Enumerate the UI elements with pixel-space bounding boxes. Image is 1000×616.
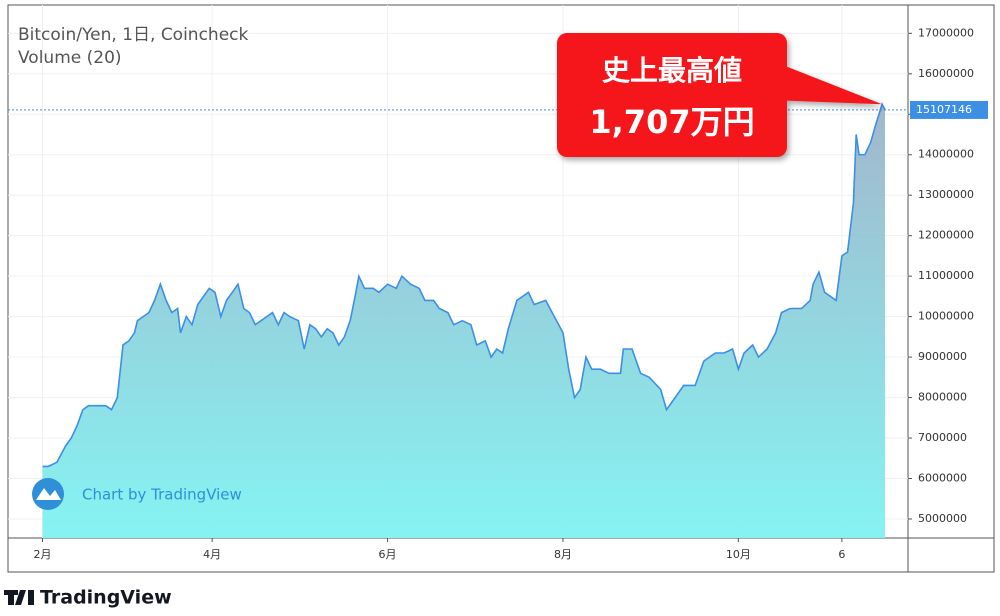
y-tick-label: 13000000 bbox=[918, 188, 974, 201]
y-tick-label: 7000000 bbox=[918, 431, 967, 444]
x-tick-label: 10月 bbox=[726, 548, 751, 561]
annotation-text: 1,707万円 bbox=[589, 103, 754, 141]
brand-text: TradingView bbox=[40, 587, 172, 609]
y-tick-label: 5000000 bbox=[918, 512, 967, 525]
annotation-box bbox=[557, 33, 787, 157]
watermark-icon-glyph bbox=[36, 488, 61, 500]
y-tick-label: 10000000 bbox=[918, 310, 974, 323]
watermark-text: Chart by TradingView bbox=[82, 486, 242, 504]
y-tick-label: 16000000 bbox=[918, 67, 974, 80]
x-tick-label: 2月 bbox=[34, 548, 52, 561]
y-tick-label: 9000000 bbox=[918, 350, 967, 363]
chart-subtitle: Volume (20) bbox=[18, 48, 122, 68]
annotation-text: 史上最高値 bbox=[602, 54, 742, 87]
last-price-box bbox=[910, 100, 988, 119]
y-tick-label: 17000000 bbox=[918, 26, 974, 39]
y-tick-label: 12000000 bbox=[918, 229, 974, 242]
y-tick-label: 6000000 bbox=[918, 472, 967, 485]
x-tick-label: 4月 bbox=[203, 548, 221, 561]
brand-logo bbox=[4, 590, 34, 605]
x-tick-label: 6 bbox=[838, 548, 845, 561]
y-tick-label: 11000000 bbox=[918, 269, 974, 282]
last-price-label: 15107146 bbox=[916, 103, 972, 116]
brand: TradingView bbox=[4, 587, 172, 609]
y-tick-label: 8000000 bbox=[918, 391, 967, 404]
area-fill bbox=[42, 104, 885, 538]
watermark: Chart by TradingView bbox=[32, 478, 242, 510]
x-tick-label: 8月 bbox=[554, 548, 572, 561]
annotation-pointer bbox=[770, 60, 883, 105]
chart-title: Bitcoin/Yen, 1日, Coincheck bbox=[18, 25, 249, 45]
y-tick-label: 14000000 bbox=[918, 148, 974, 161]
annotation bbox=[557, 33, 883, 157]
price-line bbox=[42, 102, 886, 468]
x-tick-label: 6月 bbox=[379, 548, 397, 561]
plot-area bbox=[8, 5, 908, 538]
